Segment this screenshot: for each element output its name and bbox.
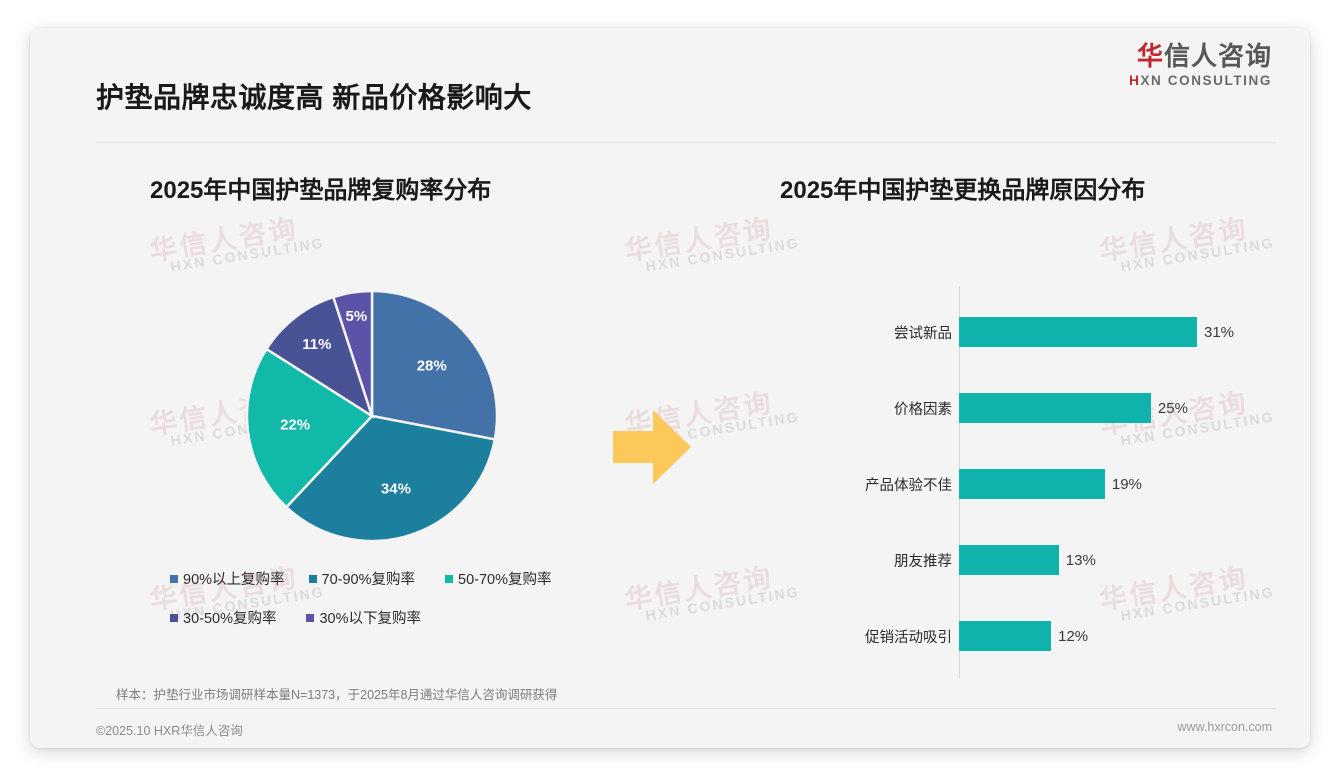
legend-row: 30-50%复购率 30%以下复购率 [170, 607, 590, 628]
bar-category-label: 产品体验不佳 [865, 477, 952, 494]
pie-slice[interactable] [370, 290, 498, 441]
legend-row: 90%以上复购率 70-90%复购率 50-70%复购率 [170, 568, 590, 589]
legend-swatch-icon [308, 574, 317, 583]
watermark: 华信人咨询 HXN CONSULTING [1098, 211, 1276, 278]
legend-label: 30-50%复购率 [183, 611, 277, 627]
bar-fill[interactable] [959, 393, 1151, 423]
bar-row[interactable]: 尝试新品 31% [830, 315, 1270, 349]
bar-row[interactable]: 价格因素 25% [830, 391, 1270, 425]
bar-category-label: 价格因素 [894, 401, 952, 418]
footer-website[interactable]: www.hxrcon.com [1177, 720, 1272, 734]
logo-chinese-text: 华信人咨询 [1129, 42, 1272, 71]
bar-category-label: 尝试新品 [894, 325, 952, 342]
bar-category-label: 促销活动吸引 [865, 629, 952, 646]
legend-swatch-icon [170, 574, 178, 583]
legend-swatch-icon [306, 613, 315, 622]
pie-slice-label: 28% [417, 358, 447, 375]
company-logo: 华信人咨询 HXN CONSULTING [1129, 42, 1272, 88]
bar-fill[interactable] [959, 317, 1197, 347]
bar-value-label: 31% [1204, 323, 1235, 341]
pie-slice[interactable] [331, 290, 374, 417]
pie-chart-svg: 28% 34% 22% 11% 5% [246, 290, 498, 542]
bar-fill[interactable] [959, 469, 1105, 499]
sample-footnote: 样本：护垫行业市场调研样本量N=1373，于2025年8月通过华信人咨询调研获得 [116, 688, 558, 702]
watermark-en: HXN CONSULTING [644, 234, 801, 275]
watermark: 华信人咨询 HXN CONSULTING [148, 211, 326, 278]
page-title: 护垫品牌忠诚度高 新品价格影响大 [96, 82, 532, 113]
bar-fill[interactable] [959, 545, 1059, 575]
bar-value-label: 19% [1111, 475, 1142, 493]
left-chart-title: 2025年中国护垫品牌复购率分布 [150, 177, 492, 204]
logo-en-red: H [1129, 72, 1141, 88]
legend-swatch-icon [170, 613, 178, 622]
legend-item-2[interactable]: 50-70%复购率 [445, 568, 552, 589]
legend-label: 50-70%复购率 [458, 572, 552, 588]
watermark-cn: 华信人咨询 [1097, 213, 1251, 267]
legend-label: 70-90%复购率 [321, 572, 416, 588]
legend-item-0[interactable]: 90%以上复购率 [170, 568, 285, 589]
bar-category-label: 朋友推荐 [894, 553, 952, 570]
legend-label: 30%以下复购率 [319, 611, 422, 627]
bar-row[interactable]: 朋友推荐 13% [830, 543, 1270, 577]
legend-item-1[interactable]: 70-90%复购率 [308, 568, 416, 589]
bar-value-label: 12% [1058, 627, 1089, 645]
right-arrow-icon [613, 408, 693, 491]
pie-slice-label: 34% [381, 481, 411, 498]
bar-fill[interactable] [959, 621, 1052, 651]
watermark-en: HXN CONSULTING [644, 583, 801, 624]
logo-en-gray: XN CONSULTING [1140, 72, 1272, 88]
pie-slice-label: 11% [302, 336, 331, 353]
pie-slice[interactable] [284, 414, 497, 542]
bar-row[interactable]: 产品体验不佳 19% [830, 467, 1270, 501]
bar-value-label: 25% [1157, 399, 1188, 417]
right-arrow-svg [613, 410, 691, 484]
watermark-en: HXN CONSULTING [1119, 234, 1276, 275]
pie-chart: 28% 34% 22% 11% 5% [246, 290, 498, 542]
right-chart-title: 2025年中国护垫更换品牌原因分布 [780, 177, 1146, 204]
legend-swatch-icon [445, 574, 454, 583]
watermark-en: HXN CONSULTING [169, 234, 326, 275]
footer-divider [96, 708, 1276, 709]
bar-row[interactable]: 促销活动吸引 12% [830, 619, 1270, 653]
watermark-cn: 华信人咨询 [622, 562, 776, 616]
legend-label: 90%以上复购率 [183, 572, 285, 588]
bar-value-label: 13% [1065, 551, 1096, 569]
legend-item-3[interactable]: 30-50%复购率 [170, 607, 276, 628]
header-divider [96, 142, 1276, 143]
pie-slice[interactable] [264, 295, 375, 419]
pie-slice-label: 5% [346, 308, 368, 325]
footer-copyright: ©2025.10 HXR华信人咨询 [96, 724, 243, 738]
watermark: 华信人咨询 HXN CONSULTING [623, 560, 801, 627]
legend-item-4[interactable]: 30%以下复购率 [306, 607, 421, 628]
logo-cn-red: 华 [1136, 41, 1164, 71]
pie-slice[interactable] [246, 347, 374, 509]
logo-english-text: HXN CONSULTING [1129, 73, 1272, 88]
slide-card: 华信人咨询 HXN CONSULTING 华信人咨询 HXN CONSULTIN… [30, 28, 1310, 748]
watermark-cn: 华信人咨询 [622, 213, 776, 267]
pie-slice-label: 22% [280, 417, 310, 434]
slide-header: 护垫品牌忠诚度高 新品价格影响大 华信人咨询 HXN CONSULTING [30, 28, 1310, 124]
pie-legend: 90%以上复购率 70-90%复购率 50-70%复购率 30-50%复购率 3… [170, 568, 590, 646]
watermark: 华信人咨询 HXN CONSULTING [623, 211, 801, 278]
watermark-cn: 华信人咨询 [147, 213, 301, 267]
logo-cn-gray: 信人咨询 [1163, 41, 1272, 71]
bar-chart: 尝试新品 31% 价格因素 25% 产品体验不佳 19% 朋友推荐 13% 促销活动吸引 12% [830, 286, 1270, 678]
